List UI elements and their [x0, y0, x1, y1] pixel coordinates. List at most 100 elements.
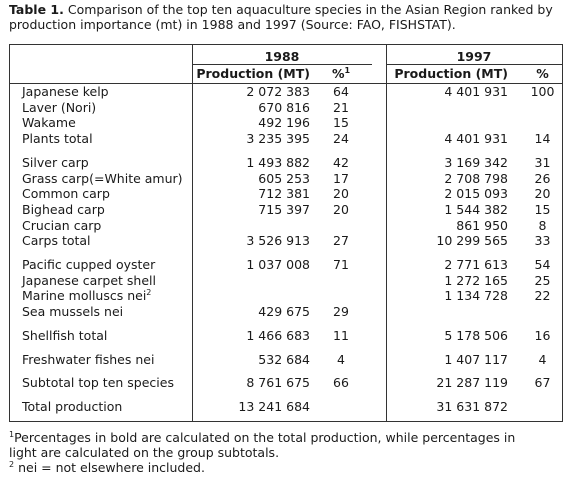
- table-cell: 861 950: [456, 217, 508, 233]
- table-row: Wakame 492 196 15: [0, 115, 577, 130]
- table-row: Bighead carp 715 397 20 1 544 382 15: [0, 202, 577, 217]
- table-cell: 11: [333, 327, 349, 343]
- table-cell: 20: [333, 186, 349, 202]
- table-border-top: [9, 44, 562, 45]
- row-label-text: Japanese kelp: [22, 84, 109, 99]
- table-cell: 54: [534, 257, 551, 272]
- table-cell: 64: [333, 84, 349, 99]
- table-cell: 1 134 728: [444, 288, 508, 304]
- row-label: Shellfish total: [22, 328, 107, 343]
- table-cell: 100: [530, 84, 555, 99]
- footnotes: 1Percentages in bold are calculated on t…: [9, 430, 529, 475]
- table-cell: 8 761 675: [246, 375, 310, 391]
- table-row: Subtotal top ten species 8 761 675 66 21 28…: [0, 375, 577, 390]
- table-cell: 15: [333, 115, 349, 131]
- row-label-text: Silver carp: [22, 154, 89, 170]
- column-divider: [386, 44, 387, 421]
- footnote-marker: 1: [9, 430, 15, 439]
- table-cell: 16: [534, 327, 551, 343]
- table-cell: 21 287 119: [436, 375, 508, 391]
- table-cell: 4 401 931: [444, 84, 508, 99]
- row-label: Marine molluscs nei2: [22, 288, 151, 303]
- column-header: %: [523, 66, 562, 81]
- table-cell: 3 169 342: [444, 154, 508, 170]
- table-row: Plants total 3 235 395 24 4 401 931 14: [0, 131, 577, 146]
- table-cell: 14: [534, 131, 551, 147]
- table-cell: 25: [534, 272, 551, 288]
- table-row: Japanese kelp 2 072 383 64 4 401 931 100: [0, 84, 577, 99]
- table-row: Pacific cupped oyster 1 037 008 71 2 771 61…: [0, 257, 577, 272]
- table-cell: 33: [534, 233, 551, 249]
- row-label: Bighead carp: [22, 202, 105, 217]
- row-label-text: Carps total: [22, 233, 91, 249]
- column-header-text: %: [331, 66, 345, 81]
- row-label-text: Shellfish total: [22, 327, 108, 343]
- column-header-text: Production (MT): [196, 66, 310, 81]
- table-cell: 605 253: [258, 170, 310, 186]
- table-cell: 532 684: [258, 351, 310, 367]
- row-label: Total production: [22, 399, 122, 414]
- table-cell: 31 631 872: [436, 398, 508, 414]
- table-row: Total production 13 241 684 31 631 872: [0, 399, 577, 414]
- table-cell: 24: [333, 131, 349, 147]
- row-label: Subtotal top ten species: [22, 375, 174, 390]
- table-cell: 3 235 395: [246, 131, 310, 147]
- table-cell: 3 526 913: [246, 233, 310, 249]
- row-label-text: Bighead carp: [22, 201, 105, 217]
- table-cell: 492 196: [258, 115, 310, 131]
- table-cell: 1 493 882: [246, 154, 310, 170]
- row-label-text: Wakame: [22, 115, 76, 131]
- row-label: Japanese carpet shell: [22, 273, 156, 288]
- table-cell: 10 299 565: [436, 233, 508, 249]
- table-row: Laver (Nori) 670 816 21: [0, 100, 577, 115]
- table-cell: 1 407 117: [444, 351, 508, 367]
- column-header-text: Production (MT): [394, 66, 508, 81]
- table-cell: 13 241 684: [238, 398, 310, 414]
- table-cell: 670 816: [258, 99, 310, 115]
- row-label-text: Crucian carp: [22, 217, 102, 233]
- table-cell: 4: [337, 351, 345, 367]
- table-cell: 67: [534, 375, 551, 391]
- table-cell: 20: [333, 201, 349, 217]
- table-cell: 1 272 165: [444, 272, 508, 288]
- table-cell: 2 708 798: [444, 170, 508, 186]
- caption: Table 1. Comparison of the top ten aquac…: [9, 2, 564, 32]
- footnote-text: Percentages in bold are calculated on th…: [9, 430, 516, 460]
- row-label: Common carp: [22, 186, 110, 201]
- table-cell: 26: [534, 170, 551, 186]
- table-border-right: [562, 44, 563, 421]
- row-label: Freshwater fishes nei: [22, 352, 154, 367]
- row-label-text: Common carp: [22, 186, 110, 202]
- table-cell: 66: [333, 375, 349, 391]
- footnote-marker: 1: [344, 66, 351, 75]
- footnote: 2 nei = not elsewhere included.: [9, 460, 529, 475]
- row-label: Sea mussels nei: [22, 304, 123, 319]
- table-cell: 2 072 383: [246, 84, 310, 99]
- table-cell: 71: [333, 257, 349, 272]
- table-cell: 20: [534, 186, 551, 202]
- row-label-text: Freshwater fishes nei: [22, 351, 155, 367]
- table-row: Common carp 712 381 20 2 015 093 20: [0, 186, 577, 201]
- table-cell: 15: [534, 201, 551, 217]
- row-label: Laver (Nori): [22, 100, 96, 115]
- table-row: Carps total 3 526 913 27 10 299 565 33: [0, 233, 577, 248]
- table-cell: 2 771 613: [444, 257, 508, 272]
- table-cell: 429 675: [258, 304, 310, 320]
- row-label-text: Japanese carpet shell: [22, 272, 156, 288]
- row-label: Grass carp(=White amur): [22, 171, 183, 186]
- table-cell: 42: [333, 154, 349, 170]
- table-cell: 31: [534, 154, 551, 170]
- column-header: %1: [310, 66, 372, 81]
- year-header: 1997: [456, 49, 492, 64]
- row-label: Pacific cupped oyster: [22, 257, 155, 272]
- row-label: Carps total: [22, 233, 91, 248]
- row-label-text: Grass carp(=White amur): [22, 170, 183, 186]
- table-cell: 22: [534, 288, 551, 304]
- table-row: Shellfish total 1 466 683 11 5 178 506 16: [0, 328, 577, 343]
- caption-label: Table 1.: [9, 2, 64, 17]
- column-header-text: %: [536, 66, 549, 81]
- row-label: Wakame: [22, 115, 76, 130]
- table-cell: 715 397: [258, 201, 310, 217]
- table-cell: 29: [333, 304, 349, 320]
